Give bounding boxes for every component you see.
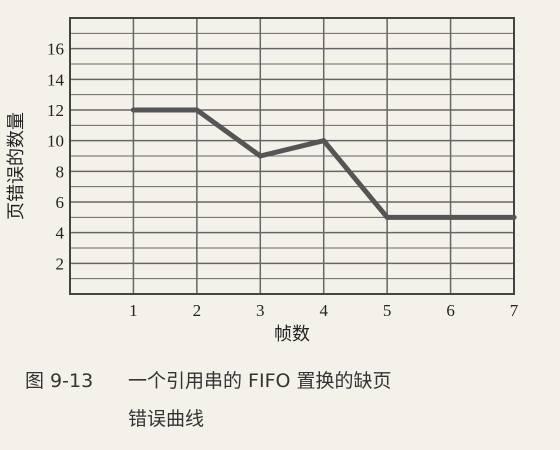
figure-number: 图 9-13 <box>25 370 94 392</box>
data-point <box>321 138 327 144</box>
plot-frame <box>69 17 515 295</box>
data-point <box>194 107 200 113</box>
x-tick-label: 4 <box>319 301 328 320</box>
y-tick-label: 10 <box>47 132 64 151</box>
data-point <box>257 153 263 159</box>
data-point <box>448 214 454 220</box>
y-tick-label: 12 <box>47 101 64 120</box>
y-tick-label: 6 <box>56 193 65 212</box>
x-tick-label: 1 <box>129 301 138 320</box>
y-tick-labels: 2 4 6 8 10 12 14 16 <box>47 40 65 274</box>
data-point <box>384 214 390 220</box>
y-axis-label: 页错误的数量 <box>6 112 27 220</box>
data-points <box>130 107 517 220</box>
y-tick-label: 16 <box>47 40 64 59</box>
y-tick-label: 4 <box>56 224 65 243</box>
x-tick-labels: 1 2 3 4 5 6 7 <box>129 301 519 320</box>
data-point <box>130 107 136 113</box>
x-tick-label: 6 <box>446 301 455 320</box>
x-tick-label: 2 <box>193 301 202 320</box>
x-axis-label: 帧数 <box>274 324 310 345</box>
caption-text-1: 一个引用串的 FIFO 置换的缺页 <box>128 370 392 392</box>
y-tick-label: 8 <box>56 162 65 181</box>
x-tick-label: 5 <box>383 301 392 320</box>
y-tick-label: 2 <box>56 254 65 273</box>
data-point <box>511 214 517 220</box>
x-tick-label: 7 <box>510 301 519 320</box>
grid <box>70 18 514 294</box>
x-tick-label: 3 <box>256 301 265 320</box>
y-tick-label: 14 <box>47 70 65 89</box>
caption-text-2: 错误曲线 <box>128 408 205 430</box>
